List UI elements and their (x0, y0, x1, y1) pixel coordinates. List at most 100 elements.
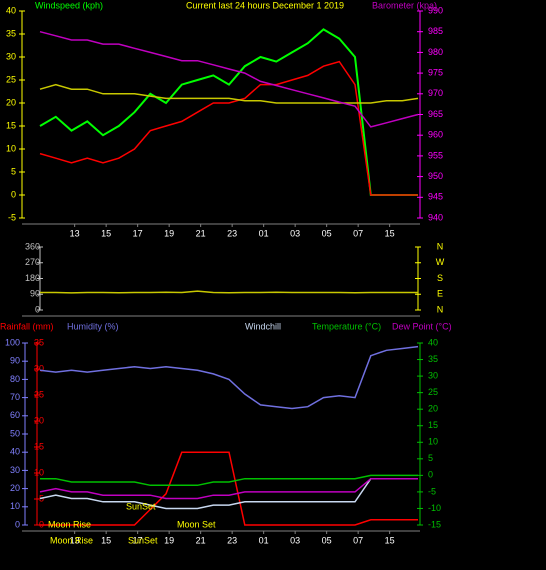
y-tick-label: N (437, 304, 444, 314)
y-tick-label: 10 (34, 467, 44, 477)
x-tick-label: 01 (259, 228, 269, 238)
legend-label: Barometer (kpa) (372, 0, 437, 10)
y-tick-label: 950 (428, 171, 443, 181)
y-tick-label: 980 (428, 47, 443, 57)
series-line (39, 83, 419, 104)
x-tick-label: 15 (385, 535, 395, 545)
annotation: SunSet (128, 535, 158, 545)
y-tick-label: 10 (6, 143, 16, 153)
y-tick-label: 955 (428, 150, 443, 160)
y-tick-label: 10 (428, 437, 438, 447)
x-tick-label: 01 (259, 535, 269, 545)
y-tick-label: 30 (34, 363, 44, 373)
x-tick-label: 17 (133, 535, 143, 545)
x-tick-label: 17 (133, 228, 143, 238)
y-tick-label: 90 (30, 289, 40, 299)
series-line (40, 474, 418, 487)
legend-label: Windchill (245, 321, 281, 331)
y-tick-label: 20 (6, 97, 16, 107)
series-line (39, 477, 418, 500)
series-line (39, 60, 418, 196)
x-tick-label: 19 (164, 228, 174, 238)
legend-label: Rainfall (mm) (0, 321, 54, 331)
y-tick-label: 30 (428, 370, 438, 380)
series-line (39, 30, 419, 128)
series-line (40, 290, 418, 294)
series-line (39, 345, 419, 410)
y-tick-label: 25 (6, 74, 16, 84)
y-tick-label: 50 (10, 428, 20, 438)
x-tick-label: 03 (290, 535, 300, 545)
y-tick-label: 35 (6, 28, 16, 38)
y-tick-label: W (436, 257, 445, 267)
x-tick-label: 21 (196, 228, 206, 238)
y-tick-label: 970 (428, 88, 443, 98)
y-tick-label: 35 (428, 354, 438, 364)
y-tick-label: 985 (428, 26, 443, 36)
y-tick-label: 70 (10, 392, 20, 402)
y-tick-label: 15 (34, 441, 44, 451)
y-tick-label: 180 (25, 273, 40, 283)
y-tick-label: 15 (428, 420, 438, 430)
x-tick-label: 21 (196, 535, 206, 545)
x-tick-label: 07 (353, 535, 363, 545)
y-tick-label: 0 (428, 470, 433, 480)
annotation: SunSet (126, 501, 156, 511)
y-tick-label: 30 (6, 51, 16, 61)
y-tick-label: 30 (10, 465, 20, 475)
x-tick-label: 19 (164, 535, 174, 545)
y-tick-label: 25 (428, 387, 438, 397)
x-tick-label: 03 (290, 228, 300, 238)
y-tick-label: 940 (428, 212, 443, 222)
x-tick-label: 15 (385, 228, 395, 238)
x-tick-label: 13 (70, 535, 80, 545)
y-tick-label: -10 (428, 503, 441, 513)
y-tick-label: 945 (428, 192, 443, 202)
y-tick-label: 90 (10, 356, 20, 366)
y-tick-label: E (437, 289, 443, 299)
y-tick-label: N (437, 241, 444, 251)
annotation: Moon Rise (50, 535, 93, 545)
y-tick-label: 20 (428, 404, 438, 414)
x-tick-label: 15 (101, 535, 111, 545)
y-tick-label: 0 (15, 519, 20, 529)
x-tick-label: 23 (227, 535, 237, 545)
series-line (40, 451, 418, 526)
y-tick-label: S (437, 273, 443, 283)
series-line (39, 477, 418, 510)
legend-label: Humidity (%) (67, 321, 119, 331)
y-tick-label: -15 (428, 519, 441, 529)
legend-label: Temperature (°C) (312, 321, 381, 331)
y-tick-label: 0 (11, 189, 16, 199)
annotation: Moon Rise (48, 519, 91, 529)
x-tick-label: 23 (227, 228, 237, 238)
y-tick-label: 40 (6, 5, 16, 15)
y-tick-label: 15 (6, 120, 16, 130)
y-tick-label: -5 (428, 486, 436, 496)
x-tick-label: 13 (70, 228, 80, 238)
y-tick-label: 960 (428, 130, 443, 140)
chart-title: Current last 24 hours December 1 2019 (186, 0, 344, 10)
legend-label: Windspeed (kph) (35, 0, 103, 10)
x-tick-label: 05 (322, 228, 332, 238)
y-tick-label: 5 (428, 453, 433, 463)
y-tick-label: 360 (25, 241, 40, 251)
y-tick-label: 0 (35, 304, 40, 314)
legend-label: Dew Point (°C) (392, 321, 452, 331)
y-tick-label: 35 (34, 337, 44, 347)
y-tick-label: 40 (10, 447, 20, 457)
y-tick-label: 60 (10, 410, 20, 420)
x-tick-label: 07 (353, 228, 363, 238)
y-tick-label: 40 (428, 337, 438, 347)
y-tick-label: 990 (428, 5, 443, 15)
y-tick-label: 25 (34, 389, 44, 399)
y-tick-label: 270 (25, 257, 40, 267)
series-line (39, 28, 418, 196)
y-tick-label: 100 (5, 337, 20, 347)
y-tick-label: 10 (10, 501, 20, 511)
y-tick-label: 20 (10, 483, 20, 493)
y-tick-label: 80 (10, 374, 20, 384)
x-tick-label: 15 (101, 228, 111, 238)
x-tick-label: 05 (322, 535, 332, 545)
